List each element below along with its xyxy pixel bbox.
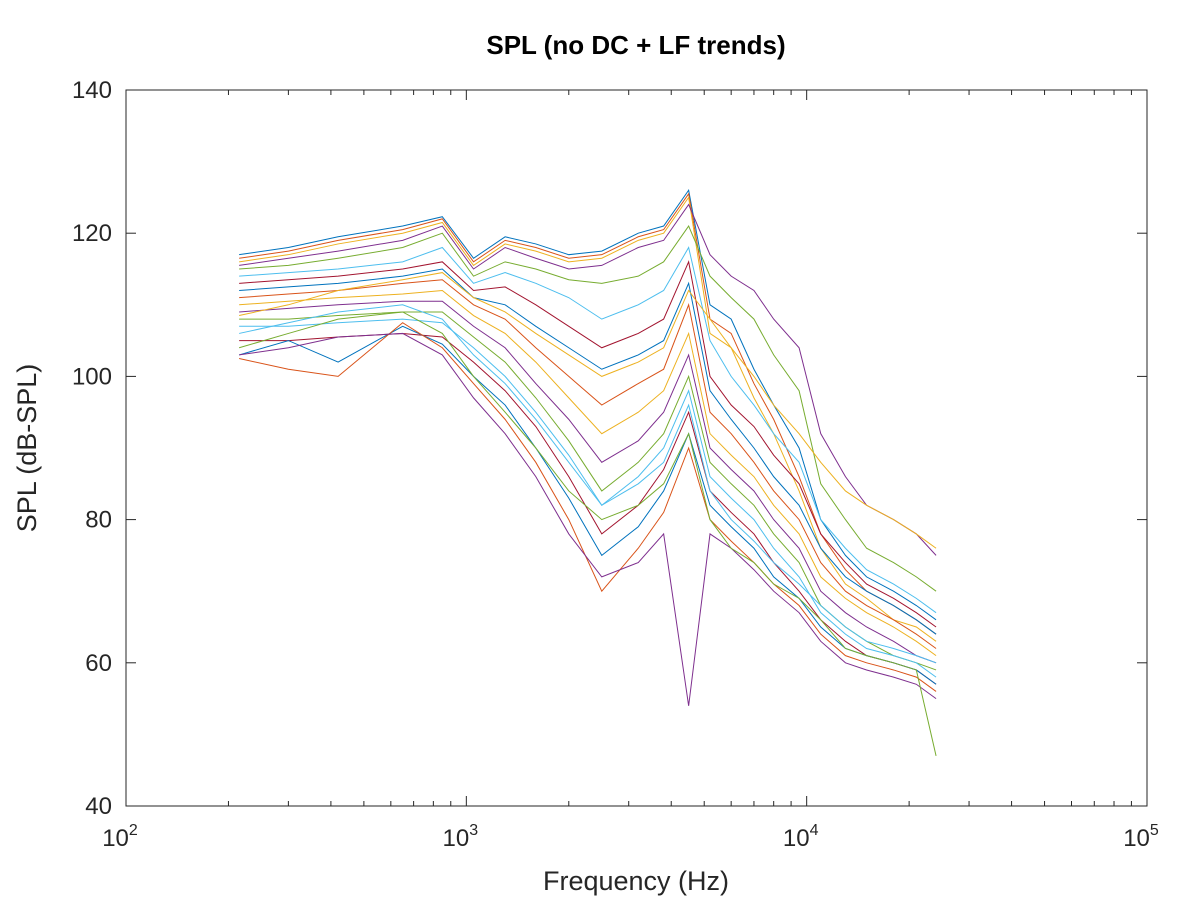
series-line-6 [239,246,937,614]
series-group [239,188,937,756]
series-line-19 [239,304,937,664]
series-line-12 [239,311,937,671]
x-tick-label: 105 [1123,822,1159,852]
series-line-11 [239,300,937,664]
y-tick-label: 100 [72,363,112,390]
x-tick-label: 103 [443,822,479,852]
x-tick-label: 102 [102,822,138,852]
y-axis-label: SPL (dB-SPL) [12,364,42,533]
x-axis-label: Frequency (Hz) [543,866,729,896]
series-line-3 [239,196,937,642]
series-line-13 [239,318,937,678]
series-line-7 [239,260,937,628]
series-line-15 [239,325,937,685]
series-line-5 [239,225,937,592]
series-line-10 [239,289,937,657]
y-tick-label: 60 [85,650,112,677]
y-tick-label: 80 [85,507,112,534]
x-tick-label: 104 [783,822,819,852]
x-axis: 102 103 104 105 [102,90,1159,852]
y-tick-label: 40 [85,793,112,820]
series-line-2 [239,192,937,635]
series-line-8 [239,268,937,635]
series-line-1 [239,188,937,621]
series-line-20 [239,272,937,549]
plot-frame [125,89,1148,807]
chart-title: SPL (no DC + LF trends) [486,30,785,60]
series-line-17 [239,332,937,706]
series-line-14 [239,332,937,685]
y-tick-label: 120 [72,220,112,247]
series-line-9 [239,279,937,649]
y-axis: 40 60 80 100 120 140 [72,77,1147,820]
series-line-4 [239,203,937,556]
series-line-16 [239,322,937,692]
y-tick-label: 140 [72,77,112,104]
series-line-18 [239,311,937,756]
